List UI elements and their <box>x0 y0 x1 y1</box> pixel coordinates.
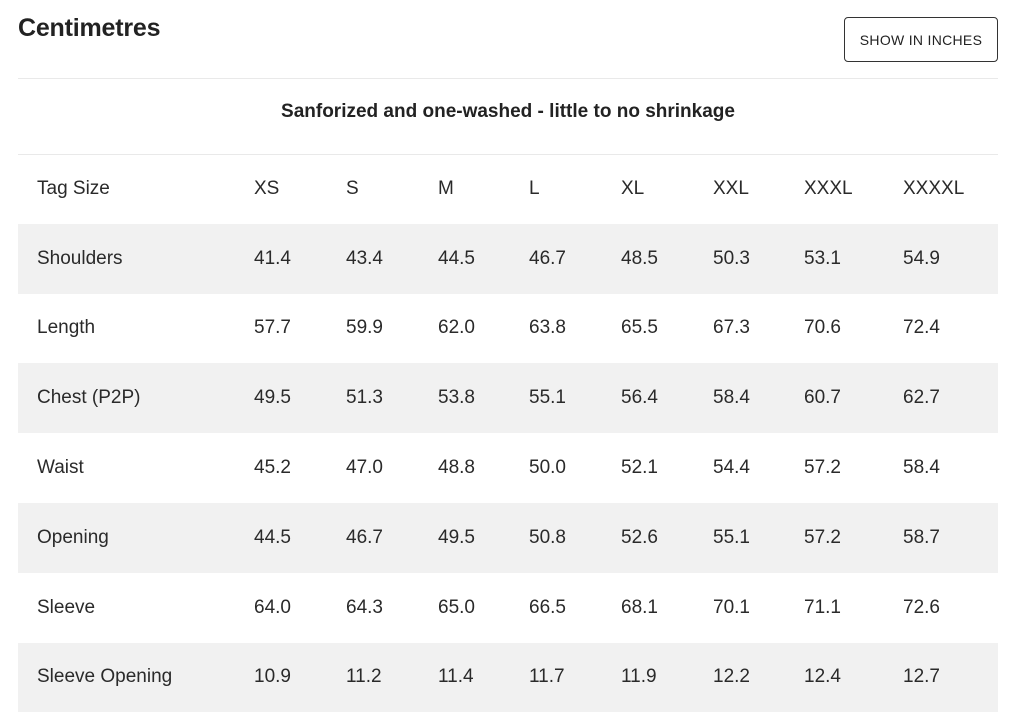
size-column-header: XXL <box>713 177 749 199</box>
table-header-row: Tag Size XS S M L XL XXL XXXL XXXXL <box>18 154 998 224</box>
measurement-value: 54.9 <box>903 223 998 294</box>
shrinkage-note: Sanforized and one-washed - little to no… <box>281 101 735 122</box>
measurement-value: 50.3 <box>713 223 804 294</box>
measurement-value: 54.4 <box>713 457 750 479</box>
measurement-value: 64.0 <box>254 596 291 618</box>
measurement-value: 57.7 <box>254 317 291 339</box>
measurement-value: 50.8 <box>529 502 621 573</box>
tag-size-label: Tag Size <box>37 177 110 199</box>
measurement-value: 55.1 <box>529 363 621 434</box>
measurement-value: 56.4 <box>621 363 713 434</box>
table-row: Shoulders 41.4 43.4 44.5 46.7 48.5 50.3 53.1 54.… <box>18 223 998 294</box>
measurement-label: Waist <box>37 457 84 479</box>
measurement-value: 43.4 <box>346 223 438 294</box>
table-row: Length 57.7 59.9 62.0 63.8 65.5 67.3 70.6 72.4 <box>18 294 998 364</box>
measurement-value: 48.5 <box>621 223 713 294</box>
measurement-value: 11.4 <box>438 642 529 713</box>
size-chart-table: Tag Size XS S M L XL XXL XXXL XXXXL Shou… <box>18 154 998 713</box>
size-column-header: XS <box>254 177 280 199</box>
measurement-value: 53.1 <box>804 223 903 294</box>
measurement-value: 52.1 <box>621 457 658 479</box>
measurement-value: 64.3 <box>346 596 383 618</box>
show-in-inches-button[interactable]: SHOW IN INCHES <box>844 17 998 62</box>
measurement-label: Opening <box>18 502 254 573</box>
table-row: Chest (P2P) 49.5 51.3 53.8 55.1 56.4 58.4 60.7 6… <box>18 363 998 434</box>
measurement-value: 55.1 <box>713 502 804 573</box>
measurement-value: 49.5 <box>254 363 346 434</box>
shrinkage-note-row: Sanforized and one-washed - little to no… <box>18 79 998 155</box>
measurement-value: 52.6 <box>621 502 713 573</box>
measurement-value: 45.2 <box>254 457 291 479</box>
measurement-value: 58.7 <box>903 502 998 573</box>
measurement-value: 67.3 <box>713 317 750 339</box>
measurement-value: 10.9 <box>254 642 346 713</box>
measurement-value: 58.4 <box>903 457 940 479</box>
measurement-value: 53.8 <box>438 363 529 434</box>
measurement-value: 12.4 <box>804 642 903 713</box>
measurement-value: 72.4 <box>903 317 940 339</box>
table-row: Opening 44.5 46.7 49.5 50.8 52.6 55.1 57.2 58.7 <box>18 502 998 573</box>
size-column-header: XXXXL <box>903 177 965 199</box>
unit-title: Centimetres <box>18 14 161 42</box>
measurement-value: 12.7 <box>903 642 998 713</box>
measurement-value: 65.0 <box>438 596 475 618</box>
measurement-label: Sleeve Opening <box>18 642 254 713</box>
measurement-value: 66.5 <box>529 596 566 618</box>
measurement-value: 48.8 <box>438 457 475 479</box>
size-column-header: XL <box>621 177 645 199</box>
measurement-value: 46.7 <box>346 502 438 573</box>
table-row: Sleeve Opening 10.9 11.2 11.4 11.7 11.9 12.2 12… <box>18 642 998 713</box>
measurement-value: 51.3 <box>346 363 438 434</box>
size-chart-header: Centimetres SHOW IN INCHES <box>18 0 998 79</box>
measurement-value: 57.2 <box>804 457 841 479</box>
measurement-value: 62.0 <box>438 317 475 339</box>
measurement-value: 11.9 <box>621 642 713 713</box>
measurement-value: 12.2 <box>713 642 804 713</box>
measurement-value: 58.4 <box>713 363 804 434</box>
measurement-value: 70.1 <box>713 596 750 618</box>
measurement-value: 72.6 <box>903 596 940 618</box>
measurement-value: 63.8 <box>529 317 566 339</box>
measurement-value: 62.7 <box>903 363 998 434</box>
measurement-value: 11.2 <box>346 642 438 713</box>
size-column-header: M <box>438 177 454 199</box>
measurement-value: 46.7 <box>529 223 621 294</box>
measurement-value: 70.6 <box>804 317 841 339</box>
measurement-value: 59.9 <box>346 317 383 339</box>
measurement-label: Shoulders <box>18 223 254 294</box>
measurement-value: 47.0 <box>346 457 383 479</box>
measurement-label: Chest (P2P) <box>18 363 254 434</box>
measurement-value: 50.0 <box>529 457 566 479</box>
measurement-value: 60.7 <box>804 363 903 434</box>
measurement-value: 57.2 <box>804 502 903 573</box>
measurement-value: 44.5 <box>254 502 346 573</box>
size-column-header: L <box>529 177 540 199</box>
table-row: Waist 45.2 47.0 48.8 50.0 52.1 54.4 57.2 58.4 <box>18 433 998 503</box>
measurement-value: 49.5 <box>438 502 529 573</box>
measurement-value: 11.7 <box>529 642 621 713</box>
measurement-value: 41.4 <box>254 223 346 294</box>
measurement-label: Length <box>37 317 96 339</box>
size-column-header: XXXL <box>804 177 853 199</box>
measurement-value: 71.1 <box>804 596 841 618</box>
measurement-value: 68.1 <box>621 596 658 618</box>
measurement-value: 44.5 <box>438 223 529 294</box>
measurement-value: 65.5 <box>621 317 658 339</box>
table-row: Sleeve 64.0 64.3 65.0 66.5 68.1 70.1 71.1 72.6 <box>18 573 998 643</box>
measurement-label: Sleeve <box>37 596 96 618</box>
size-column-header: S <box>346 177 359 199</box>
